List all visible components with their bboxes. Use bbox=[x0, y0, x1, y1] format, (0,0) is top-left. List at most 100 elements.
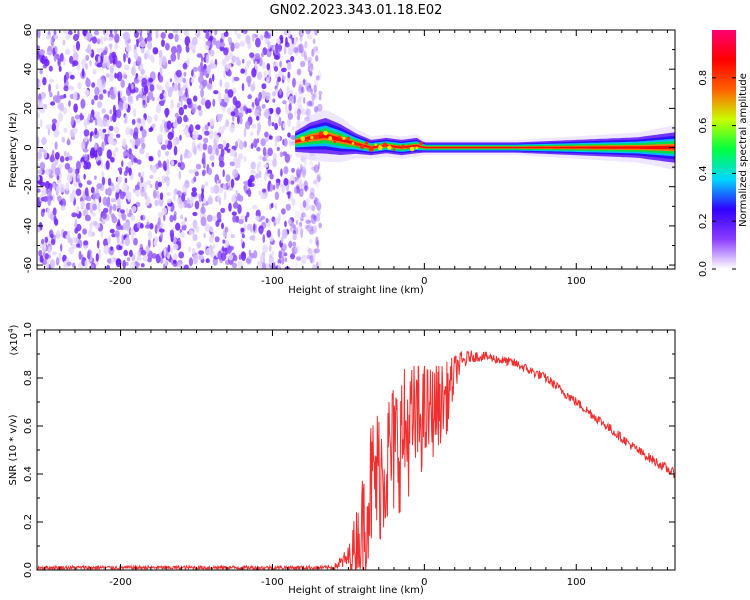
noise-cell bbox=[296, 108, 302, 116]
signal-peak bbox=[368, 146, 374, 152]
noise-cell bbox=[51, 251, 58, 256]
noise-cell bbox=[83, 240, 89, 246]
noise-cell bbox=[38, 250, 43, 257]
noise-cell bbox=[217, 143, 224, 150]
noise-cell bbox=[309, 65, 315, 72]
noise-cell bbox=[101, 176, 106, 186]
noise-cell bbox=[200, 216, 207, 227]
noise-cell bbox=[215, 134, 220, 142]
noise-cell bbox=[293, 46, 299, 54]
noise-cell bbox=[192, 36, 198, 46]
noise-cell bbox=[100, 35, 103, 45]
noise-cell bbox=[157, 217, 161, 226]
noise-cell bbox=[316, 103, 323, 112]
noise-cell bbox=[173, 259, 177, 264]
noise-cell bbox=[173, 122, 178, 129]
noise-cell bbox=[147, 231, 153, 240]
noise-cell bbox=[37, 175, 40, 181]
noise-cell bbox=[311, 217, 314, 224]
signal-peak bbox=[387, 145, 392, 150]
noise-cell bbox=[37, 112, 40, 119]
noise-cell bbox=[228, 202, 232, 212]
snr-frame bbox=[36, 329, 676, 571]
noise-cell bbox=[117, 167, 123, 172]
noise-cell bbox=[63, 85, 69, 92]
noise-cell bbox=[214, 30, 218, 36]
noise-cell bbox=[155, 180, 159, 191]
noise-cell bbox=[102, 89, 107, 94]
signal-peak bbox=[310, 135, 314, 140]
noise-cell bbox=[133, 237, 138, 246]
noise-cell bbox=[223, 190, 227, 201]
noise-cell bbox=[263, 163, 269, 168]
noise-cell bbox=[136, 94, 143, 98]
noise-cell bbox=[288, 95, 294, 105]
noise-cell bbox=[54, 141, 58, 150]
noise-cell bbox=[212, 37, 217, 46]
noise-cell bbox=[37, 54, 40, 60]
noise-cell bbox=[307, 34, 313, 40]
noise-cell bbox=[223, 31, 229, 37]
noise-cell bbox=[49, 78, 54, 84]
noise-cell bbox=[122, 182, 128, 193]
noise-cell bbox=[123, 64, 130, 71]
noise-cell bbox=[55, 257, 60, 266]
noise-cell bbox=[84, 214, 91, 222]
noise-cell bbox=[76, 174, 81, 179]
noise-cell bbox=[298, 81, 304, 87]
noise-cell bbox=[59, 183, 65, 193]
noise-cell bbox=[121, 96, 127, 102]
noise-cell bbox=[193, 95, 198, 102]
noise-cell bbox=[167, 131, 174, 141]
noise-cell bbox=[229, 245, 234, 251]
noise-cell bbox=[65, 182, 70, 192]
noise-cell bbox=[122, 101, 129, 111]
noise-cell bbox=[133, 157, 138, 164]
noise-cell bbox=[241, 83, 245, 92]
noise-cell bbox=[268, 244, 272, 252]
noise-cell bbox=[318, 95, 322, 101]
noise-cell bbox=[133, 78, 140, 84]
noise-cell bbox=[85, 78, 91, 87]
noise-cell bbox=[66, 261, 72, 267]
noise-cell bbox=[78, 250, 82, 260]
noise-cell bbox=[43, 251, 46, 257]
noise-cell bbox=[265, 137, 269, 143]
noise-cell bbox=[169, 229, 175, 239]
noise-cell bbox=[274, 191, 279, 200]
noise-cell bbox=[239, 106, 244, 112]
noise-cell bbox=[109, 65, 115, 74]
noise-cell bbox=[223, 124, 227, 130]
noise-cell bbox=[140, 68, 145, 76]
noise-cell bbox=[140, 223, 144, 229]
noise-cell bbox=[250, 131, 254, 136]
noise-cell bbox=[52, 207, 57, 216]
noise-cell bbox=[148, 77, 154, 83]
noise-cell bbox=[39, 254, 44, 263]
noise-cell bbox=[105, 160, 110, 170]
noise-cell bbox=[137, 118, 142, 124]
noise-cell bbox=[82, 228, 87, 235]
noise-cell bbox=[188, 266, 195, 269]
noise-cell bbox=[94, 118, 98, 126]
noise-cell bbox=[308, 100, 314, 107]
noise-cell bbox=[300, 228, 303, 239]
signal-peak bbox=[342, 136, 346, 140]
noise-cell bbox=[297, 103, 303, 112]
noise-cell bbox=[67, 137, 70, 146]
noise-cell bbox=[207, 197, 213, 205]
noise-cell bbox=[75, 160, 81, 171]
noise-cell bbox=[165, 81, 170, 91]
noise-cell bbox=[313, 78, 318, 89]
noise-cell bbox=[110, 213, 116, 219]
noise-cell bbox=[125, 261, 129, 266]
noise-cell bbox=[71, 237, 78, 244]
noise-cell bbox=[311, 205, 316, 212]
noise-cell bbox=[281, 255, 285, 265]
noise-cell bbox=[301, 171, 306, 177]
noise-cell bbox=[257, 122, 262, 132]
noise-cell bbox=[269, 173, 274, 180]
noise-cell bbox=[253, 250, 258, 259]
noise-cell bbox=[245, 258, 252, 264]
noise-cell bbox=[251, 123, 257, 129]
